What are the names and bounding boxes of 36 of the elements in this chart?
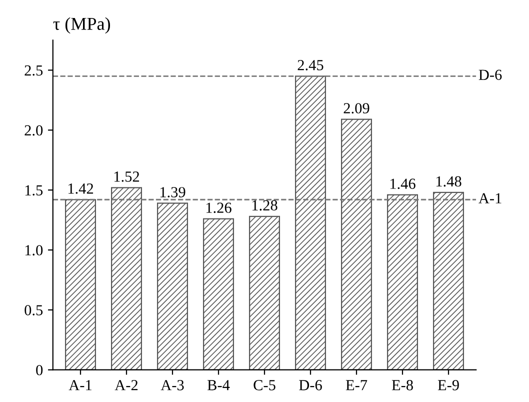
bar — [294, 76, 326, 370]
y-tick-label: 0 — [36, 364, 43, 376]
x-tick-label: D-6 — [299, 380, 322, 390]
y-tick-label: 2.5 — [24, 65, 43, 76]
y-axis-title: τ (MPa) — [53, 17, 110, 34]
y-tick-label: 0.5 — [24, 305, 43, 316]
bar — [340, 118, 372, 370]
bar — [110, 187, 142, 370]
data-label: 1.46 — [390, 178, 416, 190]
data-label: 1.42 — [68, 183, 94, 194]
data-label: 2.45 — [298, 60, 324, 70]
y-tick-label: 2.0 — [24, 125, 43, 136]
bar — [156, 202, 188, 370]
x-tick-label: B-4 — [207, 380, 230, 390]
x-tick-label: E-9 — [438, 380, 459, 390]
x-tick-label: A-2 — [114, 380, 138, 390]
bar — [64, 199, 96, 370]
x-tick-label: A-1 — [68, 380, 92, 390]
data-label: 1.28 — [252, 200, 278, 211]
bar — [202, 218, 234, 370]
x-tick-label: E-8 — [392, 380, 413, 390]
x-tick-label: A-3 — [160, 380, 184, 390]
bar — [386, 194, 418, 370]
y-tick-label: 1.0 — [25, 245, 43, 256]
y-tick-label: 1.5 — [25, 185, 43, 196]
x-tick-label: C-5 — [254, 380, 276, 390]
data-label: 1.48 — [436, 176, 462, 187]
data-label: 1.26 — [206, 202, 232, 213]
bar — [248, 216, 280, 370]
data-label: 2.09 — [344, 103, 370, 114]
ref-line-label: A-1 — [478, 193, 502, 204]
ref-line-label: D-6 — [478, 70, 502, 80]
data-label: 1.39 — [160, 187, 186, 198]
data-label: 1.52 — [114, 171, 140, 182]
bar — [432, 192, 464, 370]
x-tick-label: E-7 — [346, 380, 368, 390]
